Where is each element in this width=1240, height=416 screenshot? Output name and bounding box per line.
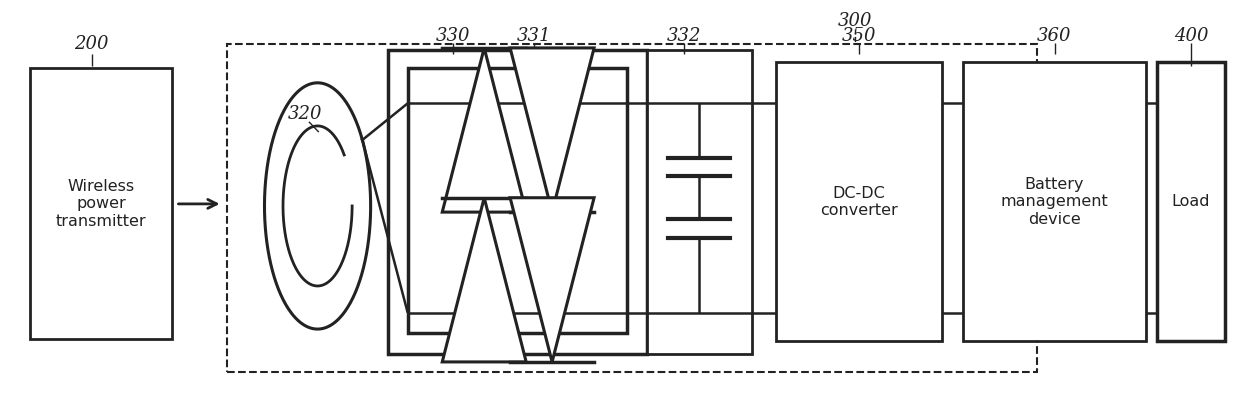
FancyBboxPatch shape <box>963 62 1146 342</box>
Text: 350: 350 <box>842 27 877 45</box>
FancyBboxPatch shape <box>775 62 942 342</box>
Text: 332: 332 <box>667 27 702 45</box>
Polygon shape <box>443 198 526 362</box>
FancyBboxPatch shape <box>1157 62 1225 342</box>
FancyBboxPatch shape <box>388 50 647 354</box>
Text: 400: 400 <box>1174 27 1208 45</box>
Text: 331: 331 <box>516 27 551 45</box>
Polygon shape <box>510 48 594 212</box>
Text: Load: Load <box>1172 194 1210 209</box>
Text: 320: 320 <box>288 104 322 123</box>
FancyBboxPatch shape <box>647 50 753 354</box>
Polygon shape <box>510 198 594 362</box>
Text: 360: 360 <box>1038 27 1071 45</box>
Text: Wireless
power
transmitter: Wireless power transmitter <box>56 179 146 229</box>
Text: 300: 300 <box>837 12 872 30</box>
FancyBboxPatch shape <box>30 69 172 339</box>
Text: 200: 200 <box>74 35 109 53</box>
Polygon shape <box>443 48 526 212</box>
Text: DC-DC
converter: DC-DC converter <box>820 186 898 218</box>
Text: Battery
management
device: Battery management device <box>1001 177 1109 227</box>
Text: 330: 330 <box>436 27 471 45</box>
FancyBboxPatch shape <box>408 69 627 333</box>
